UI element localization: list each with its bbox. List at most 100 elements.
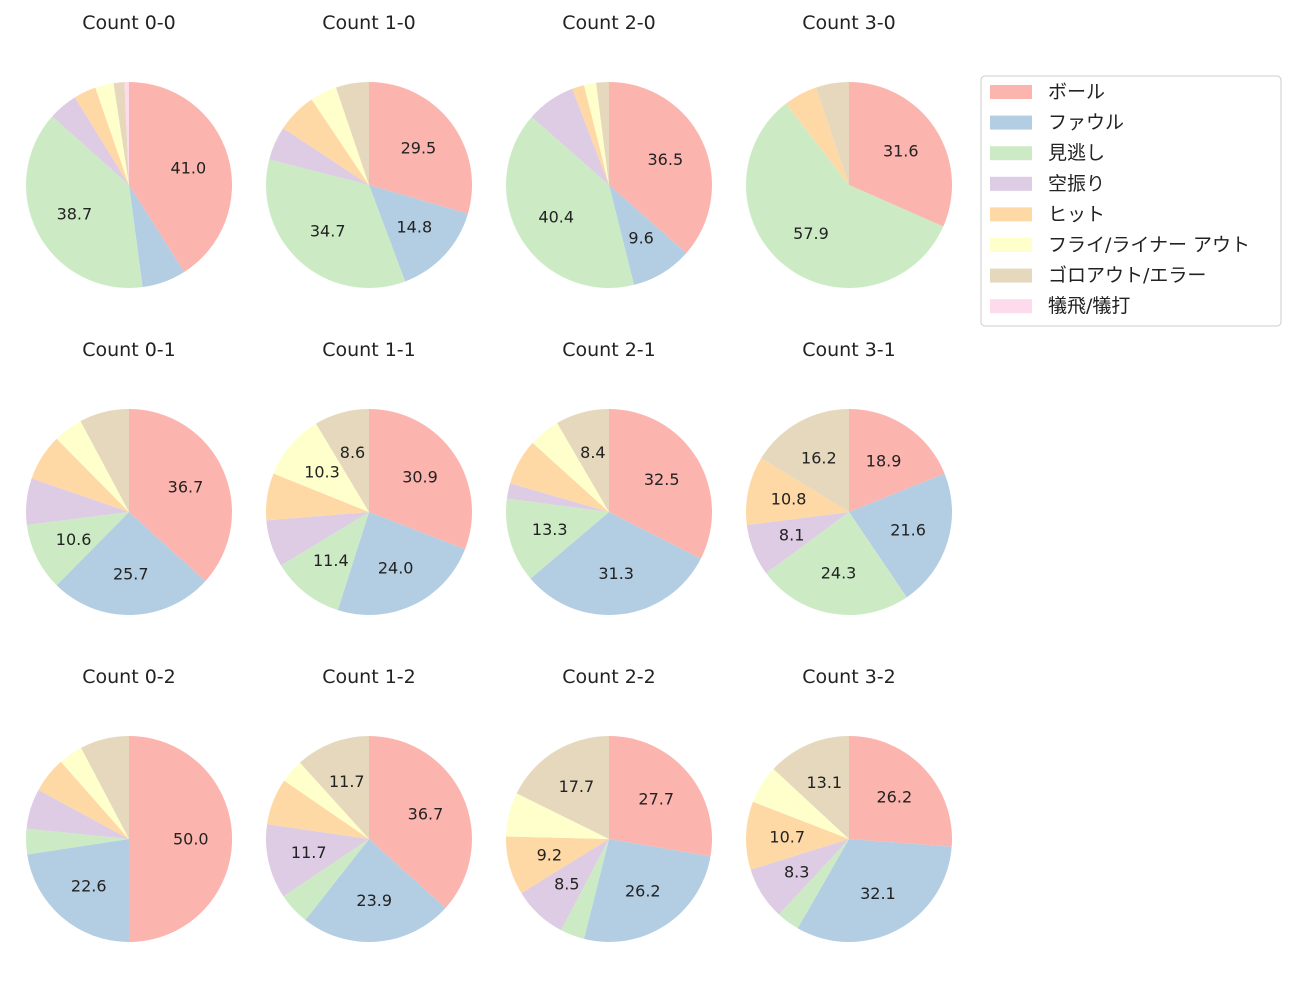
pie-slice (60, 747, 129, 839)
pie-slice (746, 512, 849, 574)
legend-frame (980, 75, 1282, 327)
pie-title: Count 0-0 (82, 12, 176, 34)
pie-slice (265, 473, 369, 521)
slice-label: 34.7 (310, 221, 346, 240)
slice-label: 8.4 (580, 443, 605, 462)
pie-slice (849, 473, 952, 598)
pie-slice (761, 409, 849, 512)
pie-slice (284, 762, 369, 839)
pie-slice (596, 81, 609, 185)
pie-panel: Count 2-2 27.7 26.2 8.5 9.2 17.7 (505, 666, 712, 942)
pie-slice (369, 409, 472, 550)
slice-label: 23.9 (356, 891, 392, 910)
pie-slice (849, 82, 953, 227)
slice-label: 8.3 (784, 862, 809, 881)
pie-slice (266, 512, 369, 566)
pie-slice (609, 409, 712, 559)
slice-label: 13.1 (806, 773, 842, 792)
pie-slice (815, 82, 849, 185)
pie-slice (753, 768, 849, 839)
pie-slice (745, 458, 849, 526)
legend-swatch (990, 85, 1032, 99)
slice-label: 29.5 (401, 138, 437, 157)
pie-slice (531, 88, 609, 185)
pie-slice (283, 839, 369, 920)
pie-title: Count 0-2 (82, 666, 176, 688)
pie-slice (750, 839, 849, 915)
pie-slice (609, 736, 712, 857)
pie-panel: Count 2-1 32.5 31.3 13.3 8.4 (506, 339, 712, 615)
slice-label: 50.0 (173, 830, 209, 849)
slice-label: 36.5 (648, 150, 684, 169)
pie-slice (335, 82, 369, 185)
pie-slice (95, 83, 129, 185)
slice-label: 16.2 (801, 449, 837, 468)
legend-label: フライ/ライナー アウト (1048, 234, 1250, 256)
slice-label: 24.0 (378, 558, 414, 577)
pie-slice (797, 839, 952, 943)
slice-label: 40.4 (538, 208, 574, 227)
pie-slice (305, 839, 446, 943)
pie-slice (80, 409, 129, 512)
pie-slice (778, 839, 849, 929)
pie-slice (584, 839, 711, 942)
pie-slice (506, 498, 609, 579)
pie-slice (267, 780, 369, 839)
slice-label: 10.8 (771, 489, 807, 508)
pie-slice (113, 82, 129, 185)
pie-slice (609, 82, 713, 254)
pie-panel: Count 3-1 18.9 21.6 24.3 8.1 10.8 16.2 (745, 339, 952, 616)
pie-title: Count 1-2 (322, 666, 416, 688)
pie-slice (129, 736, 233, 943)
pie-slice (26, 116, 143, 288)
legend-swatch (990, 238, 1032, 252)
pie-title: Count 3-2 (802, 666, 896, 688)
pie-title: Count 1-0 (322, 12, 416, 34)
pie-slice (572, 85, 609, 185)
slice-label: 25.7 (113, 564, 149, 583)
pie-panel: Count 1-0 29.5 14.8 34.7 (266, 12, 473, 288)
pie-slice (337, 512, 465, 616)
pie-slice (369, 185, 468, 282)
legend-label: 犠飛/犠打 (1048, 295, 1130, 317)
pie-panel: Count 2-0 36.5 9.6 40.4 (505, 12, 713, 288)
slice-label: 31.3 (598, 564, 634, 583)
slice-label: 36.7 (408, 804, 444, 823)
legend-swatch (990, 207, 1032, 222)
slice-label: 17.7 (559, 777, 595, 796)
pie-slice (521, 839, 609, 931)
pie-title: Count 1-1 (322, 339, 416, 361)
slice-label: 13.3 (532, 520, 568, 539)
legend-label: ヒット (1048, 203, 1105, 225)
pie-slice (311, 87, 369, 185)
pie-slice (530, 512, 701, 615)
pie-slice (766, 512, 907, 616)
pie-panel: Count 3-0 31.6 57.9 (746, 12, 953, 288)
slice-label: 18.9 (866, 451, 902, 470)
legend-swatch (990, 176, 1032, 191)
slice-label: 9.6 (628, 228, 653, 247)
pie-slice (557, 409, 609, 512)
slice-label: 14.8 (397, 218, 433, 237)
slice-label: 24.3 (821, 563, 857, 582)
slice-label: 8.1 (779, 526, 804, 545)
pie-slice (81, 736, 129, 839)
pie-slice (74, 87, 129, 185)
pie-slice (265, 824, 369, 897)
slice-label: 10.7 (769, 827, 805, 846)
pie-title: Count 2-0 (562, 12, 656, 34)
pie-panel: Count 0-1 36.7 25.7 10.6 (25, 339, 233, 615)
pie-slice (31, 438, 129, 512)
legend-label: ファウル (1048, 112, 1124, 134)
slice-label: 26.2 (877, 787, 913, 806)
pie-slice (52, 97, 129, 185)
slice-label: 8.6 (340, 443, 365, 462)
legend-swatch (990, 268, 1032, 283)
slice-label: 26.2 (625, 881, 661, 900)
pie-slice (773, 735, 849, 839)
pie-slice (25, 478, 130, 525)
pie-slice (746, 103, 944, 288)
legend-swatch (990, 115, 1032, 130)
pie-slice (299, 736, 369, 839)
